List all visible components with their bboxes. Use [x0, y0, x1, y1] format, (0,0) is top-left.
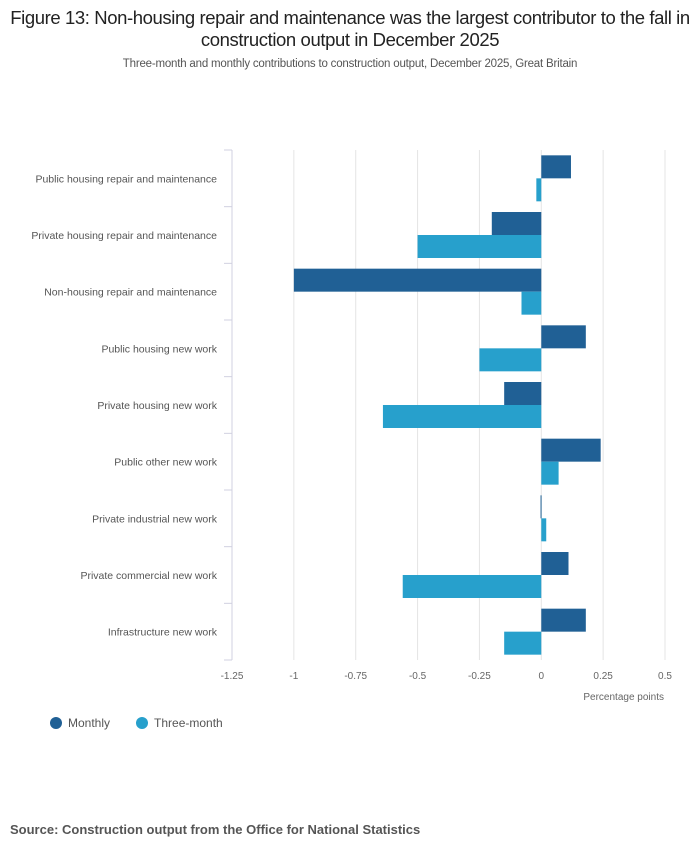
category-label: Public housing new work	[101, 343, 217, 355]
x-tick-label: -1	[289, 671, 298, 682]
bar-three-month	[382, 405, 542, 428]
legend-item-monthly[interactable]: Monthly	[50, 716, 110, 730]
bar-three-month	[536, 178, 542, 202]
chart-title: Figure 13: Non-housing repair and mainte…	[10, 7, 690, 50]
legend-marker-three-month	[136, 717, 149, 729]
x-tick-label: 0.5	[658, 671, 672, 682]
x-tick-label: 0.25	[593, 671, 613, 682]
x-tick-label: -0.75	[344, 671, 367, 682]
category-label: Non-housing repair and maintenance	[44, 287, 217, 299]
legend: Monthly Three-month	[50, 716, 223, 730]
bar-monthly	[540, 495, 542, 519]
bar-monthly	[293, 268, 542, 292]
source-note: Source: Construction output from the Off…	[10, 822, 421, 837]
bar-monthly	[491, 212, 542, 235]
bar-three-month	[402, 575, 542, 598]
category-label: Private commercial new work	[80, 570, 217, 582]
x-tick-label: -1.25	[221, 671, 244, 682]
category-label: Infrastructure new work	[108, 627, 218, 639]
category-label: Public other new work	[114, 457, 217, 469]
category-label: Private housing repair and maintenance	[31, 230, 217, 242]
bar-monthly	[541, 155, 571, 179]
bar-three-month	[541, 518, 547, 542]
legend-marker-monthly	[50, 717, 62, 729]
bar-three-month	[504, 631, 542, 655]
bar-three-month	[479, 348, 542, 372]
bar-three-month	[417, 235, 542, 258]
bar-monthly	[541, 608, 586, 632]
legend-label: Three-month	[154, 716, 223, 730]
x-tick-label: -0.5	[409, 671, 427, 682]
category-label: Private industrial new work	[92, 513, 218, 525]
bar-monthly	[541, 438, 601, 462]
category-label: Private housing new work	[97, 400, 217, 412]
chart-subtitle: Three-month and monthly contributions to…	[122, 58, 578, 70]
bar-monthly	[541, 325, 586, 349]
bar-three-month	[521, 291, 542, 315]
legend-label: Monthly	[68, 716, 111, 730]
x-axis-label: Percentage points	[583, 692, 664, 703]
legend-item-three-month[interactable]: Three-month	[136, 716, 223, 730]
bar-three-month	[541, 461, 559, 485]
x-tick-label: -0.25	[468, 671, 491, 682]
category-label: Public housing repair and maintenance	[35, 173, 217, 185]
bar-monthly	[541, 552, 569, 575]
x-tick-label: 0	[539, 671, 545, 682]
bar-monthly	[504, 382, 542, 405]
